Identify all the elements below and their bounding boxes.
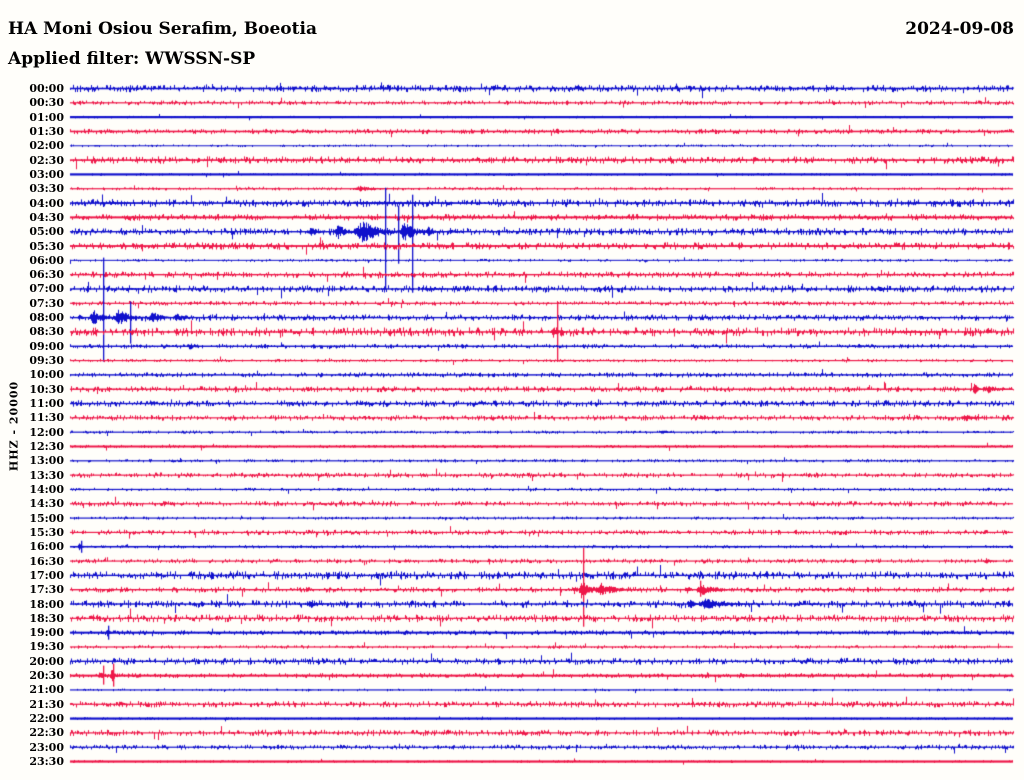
time-label: 16:00 xyxy=(29,540,64,554)
time-label: 11:00 xyxy=(29,397,64,411)
time-label: 09:00 xyxy=(29,339,64,353)
time-label: 05:00 xyxy=(29,225,64,239)
time-label: 06:30 xyxy=(29,268,64,282)
time-label: 19:00 xyxy=(29,626,64,640)
time-label: 18:30 xyxy=(29,611,64,625)
time-label: 12:30 xyxy=(29,440,64,453)
time-label: 01:00 xyxy=(29,110,64,124)
time-label: 23:30 xyxy=(29,755,64,769)
time-label: 07:00 xyxy=(29,282,64,296)
time-label: 07:30 xyxy=(29,296,64,310)
time-label: 21:30 xyxy=(29,697,64,711)
time-label: 02:30 xyxy=(29,153,64,167)
time-label: 22:30 xyxy=(29,726,64,740)
time-label: 10:00 xyxy=(29,368,64,382)
time-label: 02:00 xyxy=(29,139,64,153)
time-label: 03:30 xyxy=(29,182,64,196)
record-date: 2024-09-08 xyxy=(905,19,1014,39)
time-label: 04:30 xyxy=(29,210,64,224)
time-label: 18:00 xyxy=(29,597,64,611)
applied-filter-label: Applied filter: WWSSN-SP xyxy=(8,49,256,69)
time-label: 13:30 xyxy=(29,468,64,482)
time-label: 14:30 xyxy=(29,497,64,511)
time-label: 00:00 xyxy=(29,82,64,95)
time-label: 20:00 xyxy=(29,654,64,668)
time-label: 06:00 xyxy=(29,253,64,267)
time-label: 17:00 xyxy=(29,568,64,582)
time-label: 12:00 xyxy=(29,425,64,439)
time-label: 01:30 xyxy=(29,124,64,138)
time-label: 10:30 xyxy=(29,382,64,396)
time-label: 13:00 xyxy=(29,454,64,468)
time-label: 20:30 xyxy=(29,669,64,683)
time-label: 19:30 xyxy=(29,640,64,654)
time-label: 17:30 xyxy=(29,583,64,597)
time-label: 00:30 xyxy=(29,96,64,110)
time-label: 09:30 xyxy=(29,354,64,368)
time-label: 08:00 xyxy=(29,311,64,325)
time-label: 11:30 xyxy=(29,411,64,425)
station-title: HA Moni Osiou Serafim, Boeotia xyxy=(8,19,317,39)
time-label: 23:00 xyxy=(29,740,64,754)
time-label: 08:30 xyxy=(29,325,64,339)
time-label: 03:00 xyxy=(29,167,64,181)
time-label: 04:00 xyxy=(29,196,64,210)
time-label: 22:00 xyxy=(29,712,64,726)
time-label: 15:00 xyxy=(29,511,64,525)
time-label: 21:00 xyxy=(29,683,64,697)
time-label: 15:30 xyxy=(29,525,64,539)
time-label: 16:30 xyxy=(29,554,64,568)
time-label: 14:00 xyxy=(29,482,64,496)
time-label: 05:30 xyxy=(29,239,64,253)
